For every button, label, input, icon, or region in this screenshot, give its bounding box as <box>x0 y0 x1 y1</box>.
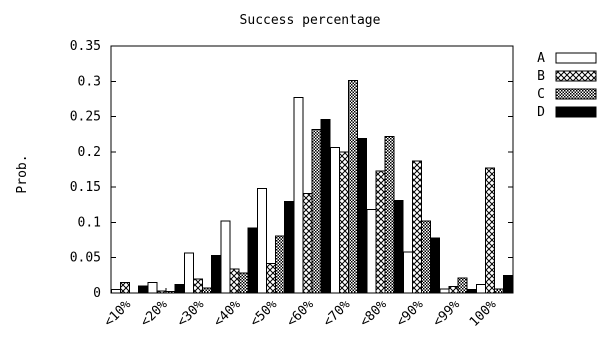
bar-A-5 <box>293 97 304 294</box>
bar-C-3 <box>238 272 249 294</box>
legend-swatch-A <box>555 52 597 64</box>
bar-C-10 <box>494 288 505 294</box>
legend-swatch-B <box>555 70 597 82</box>
x-tick-label: <80% <box>357 297 390 330</box>
y-axis-label: Prob. <box>15 154 30 193</box>
bar-C-5 <box>311 128 322 294</box>
bar-D-9 <box>466 288 477 294</box>
x-axis-ticks: <10% <20% <30% <40% <50% <60% <70% <80% <90% <99%… <box>101 288 500 330</box>
bar-A-7 <box>366 209 377 294</box>
legend-label-A: A <box>537 51 545 66</box>
bar-B-5 <box>302 192 313 294</box>
x-tick-label: 100% <box>467 297 500 330</box>
bar-A-1 <box>147 281 158 294</box>
bar-A-3 <box>220 220 231 294</box>
legend-swatch-D <box>555 106 597 118</box>
bar-D-3 <box>247 227 258 294</box>
x-tick-label: <99% <box>430 297 463 330</box>
bar-D-8 <box>430 237 441 294</box>
bar-A-2 <box>183 252 194 294</box>
legend-label-C: C <box>537 87 545 102</box>
bar-A-4 <box>256 188 267 294</box>
bar-B-4 <box>265 262 276 294</box>
bar-C-9 <box>457 277 468 294</box>
bar-B-3 <box>229 268 240 294</box>
y-tick-label: 0.35 <box>70 39 101 54</box>
plot-frame <box>110 45 514 294</box>
legend-swatch-C <box>555 88 597 100</box>
bar-B-2 <box>192 278 203 294</box>
bar-A-10 <box>476 284 487 294</box>
bar-D-1 <box>174 284 185 294</box>
legend-label-B: B <box>537 69 545 84</box>
x-tick-label: <50% <box>248 297 281 330</box>
x-tick-label: <60% <box>284 297 317 330</box>
bar-C-7 <box>384 135 395 294</box>
bar-B-7 <box>375 170 386 294</box>
bar-D-6 <box>357 137 368 294</box>
x-tick-label: <70% <box>321 297 354 330</box>
y-tick-label: 0.3 <box>78 74 101 89</box>
chart-title: Success percentage <box>240 13 381 28</box>
y-tick-label: 0.1 <box>78 215 101 230</box>
x-tick-label: <10% <box>101 297 134 330</box>
bar-B-8 <box>412 160 423 294</box>
bar-C-6 <box>348 80 359 294</box>
bar-D-7 <box>393 200 404 294</box>
bar-A-0 <box>110 288 121 294</box>
bar-D-5 <box>320 118 331 294</box>
bar-B-9 <box>448 286 459 294</box>
x-tick-label: <20% <box>138 297 171 330</box>
bar-A-6 <box>330 147 341 294</box>
bar-B-6 <box>339 151 350 294</box>
y-tick-label: 0.15 <box>70 180 101 195</box>
y-tick-label: 0.05 <box>70 251 101 266</box>
legend-label-D: D <box>537 105 545 120</box>
bars <box>110 80 514 294</box>
bar-D-4 <box>283 200 294 294</box>
bar-A-9 <box>439 288 450 294</box>
bar-C-2 <box>201 287 212 294</box>
y-tick-label: 0.25 <box>70 110 101 125</box>
y-tick-label: 0 <box>93 286 101 301</box>
bar-B-10 <box>485 167 496 294</box>
x-tick-label: <90% <box>394 297 427 330</box>
y-axis-ticks: 0 0.05 0.1 0.15 0.2 0.25 0.3 0.35 <box>70 39 513 301</box>
y-tick-label: 0.2 <box>78 145 101 160</box>
bar-C-8 <box>421 220 432 294</box>
x-tick-label: <40% <box>211 297 244 330</box>
x-tick-label: <30% <box>174 297 207 330</box>
bar-D-0 <box>137 285 148 294</box>
bar-C-4 <box>274 235 285 294</box>
bar-B-0 <box>119 281 130 294</box>
bar-A-8 <box>403 251 414 294</box>
bar-D-2 <box>210 255 221 294</box>
bar-D-10 <box>503 274 514 294</box>
